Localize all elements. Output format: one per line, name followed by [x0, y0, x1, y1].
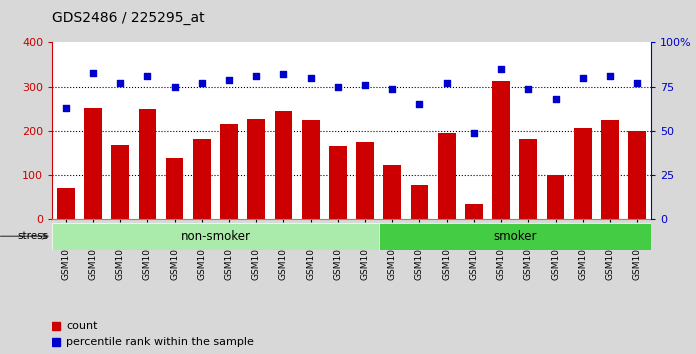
- Bar: [546, 175, 564, 219]
- Text: percentile rank within the sample: percentile rank within the sample: [66, 337, 254, 347]
- Point: [169, 84, 180, 90]
- Point: [577, 75, 588, 81]
- Bar: [356, 142, 374, 219]
- Bar: [465, 204, 483, 219]
- Bar: [628, 131, 646, 219]
- Bar: [383, 166, 401, 219]
- Point: [414, 102, 425, 107]
- Bar: [166, 158, 184, 219]
- Bar: [411, 185, 428, 219]
- Bar: [492, 81, 510, 219]
- Bar: [57, 188, 74, 219]
- Bar: [52, 223, 379, 250]
- Point: [223, 77, 235, 82]
- Bar: [247, 119, 265, 219]
- Point: [196, 80, 207, 86]
- Bar: [329, 147, 347, 219]
- Bar: [601, 120, 619, 219]
- Point: [142, 73, 153, 79]
- Point: [278, 72, 289, 77]
- Point: [332, 84, 343, 90]
- Bar: [84, 108, 102, 219]
- Bar: [302, 120, 319, 219]
- Point: [468, 130, 480, 136]
- Point: [360, 82, 371, 88]
- Bar: [275, 110, 292, 219]
- Point: [251, 73, 262, 79]
- Point: [115, 80, 126, 86]
- Bar: [574, 128, 592, 219]
- Bar: [379, 223, 665, 250]
- Text: count: count: [66, 321, 97, 331]
- Text: non-smoker: non-smoker: [180, 230, 251, 243]
- Point: [441, 80, 452, 86]
- Point: [604, 73, 615, 79]
- Point: [305, 75, 316, 81]
- Text: stress: stress: [17, 231, 49, 241]
- Point: [387, 86, 398, 91]
- Point: [61, 105, 72, 111]
- Bar: [111, 145, 129, 219]
- Point: [550, 96, 561, 102]
- Bar: [438, 133, 456, 219]
- Bar: [220, 124, 238, 219]
- Point: [523, 86, 534, 91]
- Point: [631, 80, 642, 86]
- Bar: [193, 138, 211, 219]
- Point: [496, 66, 507, 72]
- Bar: [139, 109, 157, 219]
- Point: [88, 70, 99, 75]
- Bar: [519, 138, 537, 219]
- Text: GDS2486 / 225295_at: GDS2486 / 225295_at: [52, 11, 205, 25]
- Text: smoker: smoker: [493, 230, 537, 243]
